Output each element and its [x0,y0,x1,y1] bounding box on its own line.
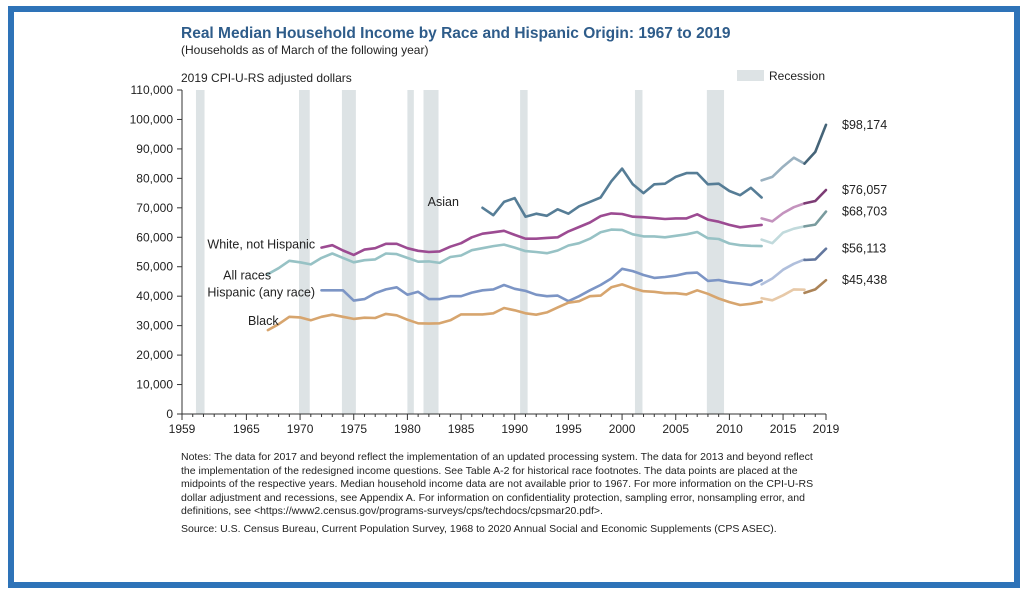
axes: 0 10,000 20,000 30,000 40,000 50,000 60,000 70,… [130,83,840,436]
recession-band [706,90,725,414]
series-line-black [760,288,806,302]
y-tick-label: 0 [166,407,173,421]
series-line-all-races [803,210,828,228]
end-value-label-black: $45,438 [842,273,887,287]
x-tick-label: 2015 [770,422,797,436]
x-tick-label: 2000 [609,422,636,436]
series-line-black [803,278,828,295]
recession-legend-label: Recession [769,69,826,83]
y-tick-label: 90,000 [136,142,173,156]
series-line-hispanic-any-race [803,247,828,262]
recession-legend-swatch [737,70,764,81]
series-labels: Asian $98,174 White, not Hispanic $76,057 Al… [207,118,887,328]
x-tick-label: 1970 [287,422,314,436]
series-line-white-not-hispanic [320,212,763,257]
recession-band [634,90,643,414]
series-lines [266,123,828,332]
x-tick-label: 1980 [394,422,421,436]
series-line-black [266,283,763,332]
x-tick-label: 1985 [448,422,475,436]
notes-block: Notes: The data for 2017 and beyond refl… [181,451,821,541]
figure-frame [8,6,1020,588]
y-tick-label: 10,000 [136,378,173,392]
x-tick-label: 1995 [555,422,582,436]
series-label-asian: Asian [428,195,459,209]
source-text: Source: U.S. Census Bureau, Current Popu… [181,522,777,535]
series-label-black: Black [248,314,279,328]
recession-band [298,90,310,414]
y-tick-label: 50,000 [136,260,173,274]
series-line-asian [760,156,806,182]
notes-text: Notes: The data for 2017 and beyond refl… [181,451,814,518]
end-value-label-all-races: $68,703 [842,205,887,219]
y-tick-label: 30,000 [136,319,173,333]
x-tick-label: 2010 [716,422,743,436]
series-label-all-races: All races [223,269,271,283]
y-tick-label: 20,000 [136,348,173,362]
series-line-asian [481,167,763,218]
series-line-asian [803,123,828,165]
x-tick-label: 1965 [233,422,260,436]
chart-title: Real Median Household Income by Race and… [181,25,731,42]
series-line-hispanic-any-race [760,258,806,286]
y-tick-label: 110,000 [131,83,174,97]
y-tick-label: 40,000 [136,289,173,303]
chart-subtitle: (Households as of March of the following… [181,43,429,57]
x-tick-label: 1959 [169,422,196,436]
series-line-all-races [266,228,763,276]
series-line-all-races [760,225,806,245]
y-tick-label: 100,000 [130,112,174,126]
y-tick-label: 60,000 [136,230,173,244]
series-line-white-not-hispanic [803,188,828,205]
recession-band [520,90,528,414]
end-value-label-hispanic-any-race: $56,113 [842,242,886,256]
series-line-white-not-hispanic [760,202,806,223]
x-tick-label: 1990 [501,422,528,436]
series-line-hispanic-any-race [320,267,763,303]
x-tick-label: 2005 [662,422,689,436]
end-value-label-white-not-hispanic: $76,057 [842,183,887,197]
recession-band [407,90,414,414]
end-value-label-asian: $98,174 [842,118,887,132]
x-tick-label: 2019 [813,422,840,436]
series-label-white-not-hispanic: White, not Hispanic [207,238,315,252]
y-tick-label: 80,000 [136,171,173,185]
y-tick-label: 70,000 [136,201,173,215]
y-axis-units-label: 2019 CPI-U-RS adjusted dollars [181,71,352,85]
x-tick-label: 1975 [340,422,367,436]
recession-band [195,90,205,414]
series-label-hispanic-any-race: Hispanic (any race) [207,286,315,300]
recession-bands [195,90,725,414]
